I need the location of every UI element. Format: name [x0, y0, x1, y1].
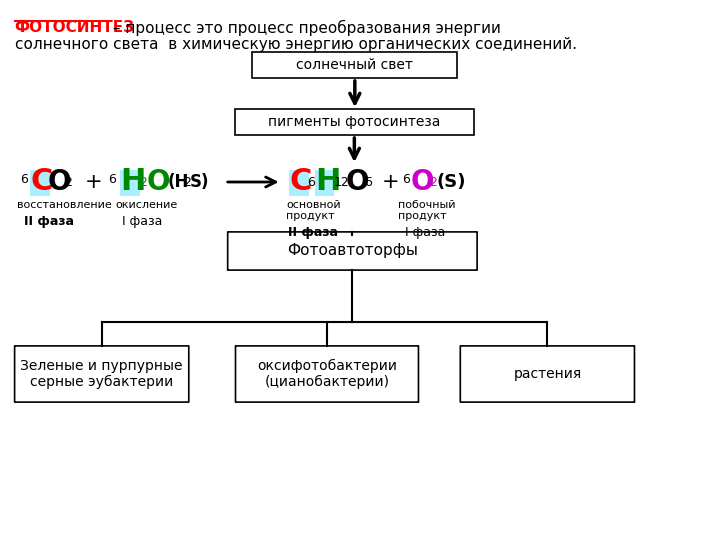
Text: 6: 6: [109, 173, 117, 186]
Text: солнечного света  в химическую энергию органических соединений.: солнечного света в химическую энергию ор…: [14, 37, 577, 52]
Text: I фаза: I фаза: [122, 215, 163, 228]
Text: ФОТОСИНТЕЗ: ФОТОСИНТЕЗ: [14, 20, 135, 35]
Text: окисление: окисление: [115, 200, 178, 210]
Text: пигменты фотосинтеза: пигменты фотосинтеза: [268, 115, 441, 129]
Text: (H: (H: [167, 173, 189, 191]
FancyBboxPatch shape: [235, 109, 474, 135]
Text: 2: 2: [183, 176, 191, 189]
Text: растения: растения: [513, 367, 582, 381]
Text: 12: 12: [333, 176, 349, 189]
Text: H: H: [315, 167, 340, 197]
FancyBboxPatch shape: [228, 232, 477, 270]
FancyBboxPatch shape: [252, 52, 457, 78]
Text: продукт: продукт: [287, 211, 335, 221]
Text: солнечный свет: солнечный свет: [297, 58, 413, 72]
Text: C: C: [30, 167, 53, 197]
Text: побочный: побочный: [398, 200, 455, 210]
Text: H: H: [120, 167, 145, 197]
Text: +: +: [382, 172, 400, 192]
Text: +: +: [85, 172, 103, 192]
Text: 2: 2: [429, 176, 437, 189]
FancyBboxPatch shape: [460, 346, 634, 402]
Text: – процесс это процесс преобразования энергии: – процесс это процесс преобразования эне…: [107, 20, 500, 36]
Text: Фотоавтоторфы: Фотоавтоторфы: [287, 244, 418, 259]
Text: II фаза: II фаза: [289, 226, 338, 239]
Text: восстановление: восстановление: [17, 200, 112, 210]
Text: (S): (S): [437, 173, 467, 191]
Text: 6: 6: [364, 176, 372, 189]
Text: основной: основной: [287, 200, 341, 210]
Text: 6: 6: [307, 176, 315, 189]
Bar: [30, 170, 50, 196]
Text: O: O: [48, 168, 71, 196]
Text: 2: 2: [139, 176, 147, 189]
Text: продукт: продукт: [398, 211, 446, 221]
Text: оксифотобактерии
(цианобактерии): оксифотобактерии (цианобактерии): [257, 359, 397, 389]
Text: 2: 2: [65, 176, 73, 189]
Text: O: O: [147, 168, 170, 196]
Text: II фаза: II фаза: [24, 215, 74, 228]
Bar: [315, 170, 334, 196]
Text: C: C: [289, 167, 312, 197]
Text: 6: 6: [21, 173, 29, 186]
FancyBboxPatch shape: [14, 346, 189, 402]
Bar: [120, 170, 140, 196]
Text: O: O: [410, 168, 434, 196]
Text: Зеленые и пурпурные
серные эубактерии: Зеленые и пурпурные серные эубактерии: [20, 359, 183, 389]
Bar: [289, 170, 309, 196]
Text: I фаза: I фаза: [405, 226, 445, 239]
FancyBboxPatch shape: [235, 346, 418, 402]
Text: S): S): [189, 173, 209, 191]
Text: 6: 6: [402, 173, 410, 186]
Text: O: O: [346, 168, 369, 196]
